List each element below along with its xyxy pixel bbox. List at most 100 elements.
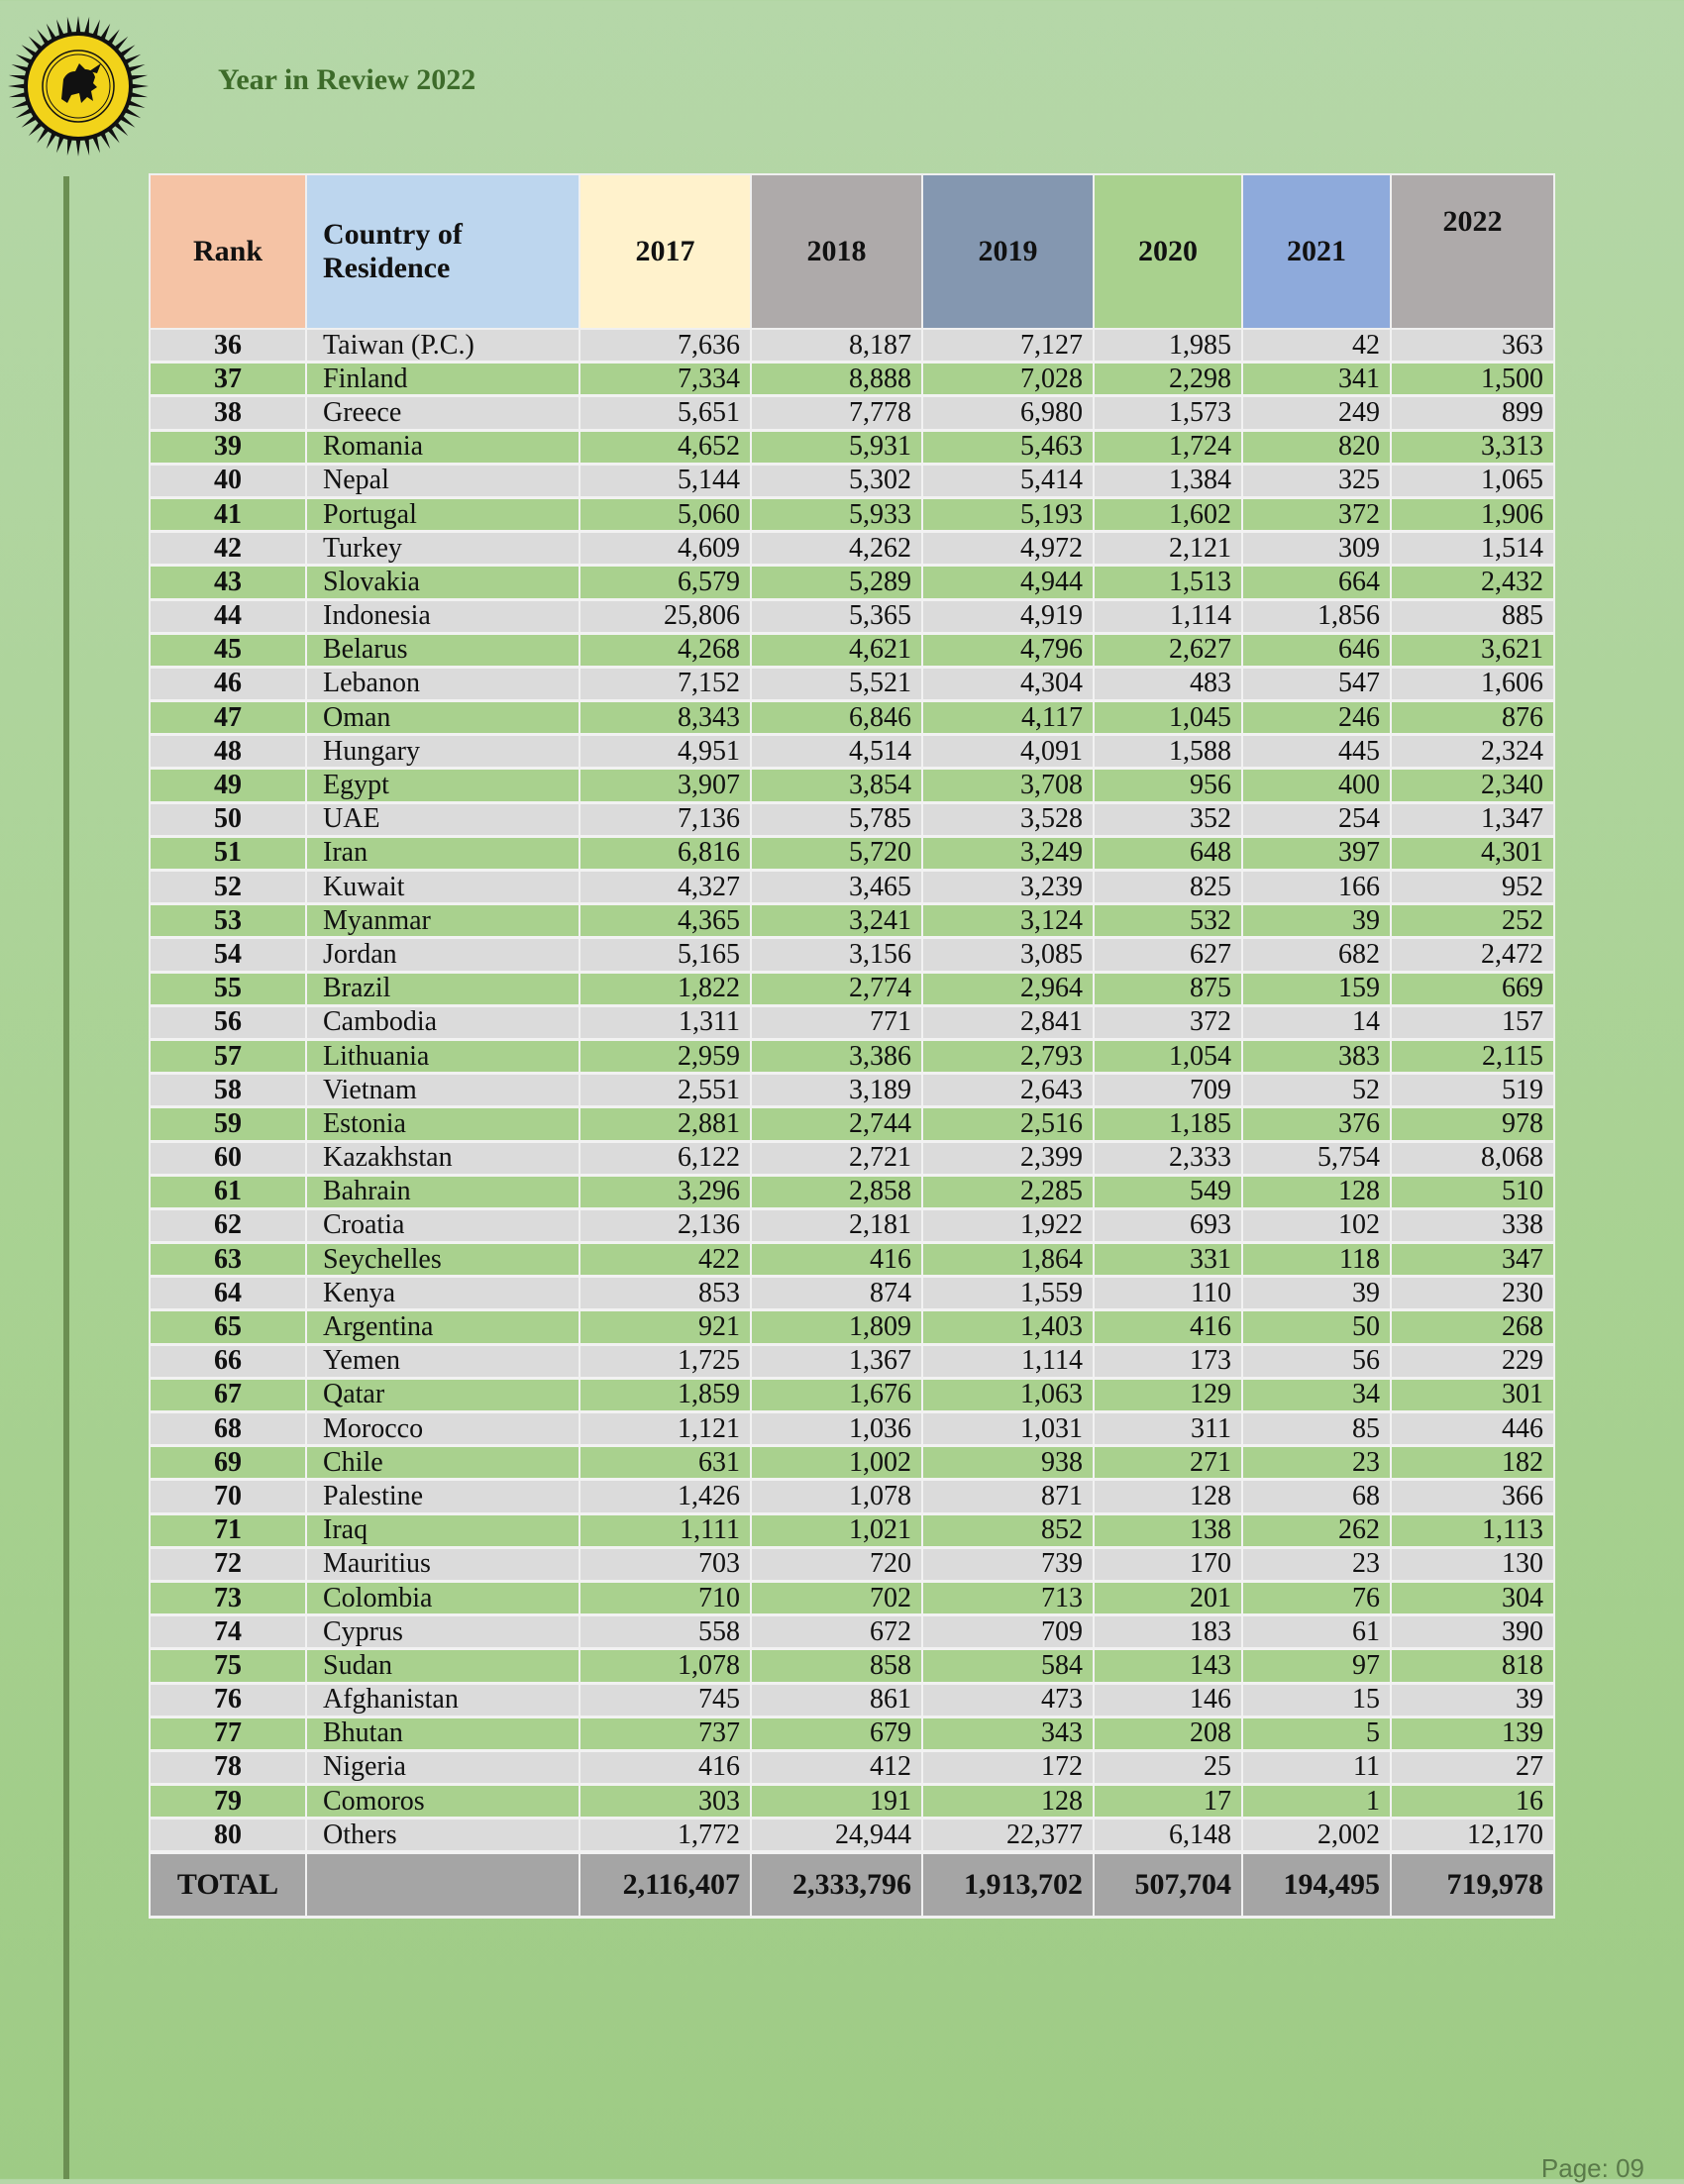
- table-cell-2021: 262: [1241, 1513, 1392, 1549]
- table-cell-2019: 1,922: [921, 1208, 1095, 1245]
- table-cell-2019: 3,239: [921, 870, 1095, 906]
- header-2018: 2018: [750, 173, 923, 330]
- table-cell-2021: 23: [1241, 1547, 1392, 1583]
- table-cell-rank: 59: [149, 1106, 307, 1143]
- table-cell-2022: 2,115: [1390, 1039, 1555, 1076]
- table-cell-2020: 128: [1093, 1479, 1243, 1515]
- table-cell-2019: 2,643: [921, 1073, 1095, 1109]
- table-cell-country: Bahrain: [305, 1175, 580, 1210]
- table-cell-2022: 268: [1390, 1309, 1555, 1346]
- table-row: 80 Others 1,772 24,944 22,377 6,148 2,002 12,17…: [149, 1818, 1555, 1854]
- table-cell-2021: 159: [1241, 972, 1392, 1007]
- table-cell-2018: 7,778: [750, 395, 923, 432]
- table-cell-country: Slovakia: [305, 565, 580, 601]
- table-cell-2018: 3,465: [750, 870, 923, 906]
- table-cell-2021: 664: [1241, 565, 1392, 601]
- table-row: 71 Iraq 1,111 1,021 852 138 262 1,113: [149, 1513, 1555, 1549]
- table-cell-2017: 2,881: [579, 1106, 752, 1143]
- table-cell-2022: 885: [1390, 599, 1555, 635]
- table-cell-2017: 4,365: [579, 903, 752, 940]
- table-cell-2021: 682: [1241, 937, 1392, 974]
- table-cell-2021: 34: [1241, 1378, 1392, 1414]
- table-cell-2019: 4,972: [921, 531, 1095, 568]
- table-cell-rank: 46: [149, 667, 307, 703]
- table-cell-rank: 69: [149, 1445, 307, 1482]
- table-row: 59 Estonia 2,881 2,744 2,516 1,185 376 978: [149, 1106, 1555, 1143]
- table-cell-2019: 2,516: [921, 1106, 1095, 1143]
- table-cell-2020: 372: [1093, 1005, 1243, 1041]
- table-cell-2018: 5,933: [750, 497, 923, 534]
- table-cell-2020: 2,298: [1093, 362, 1243, 398]
- table-cell-2022: 510: [1390, 1175, 1555, 1210]
- table-cell-2022: 3,621: [1390, 633, 1555, 669]
- table-cell-country: Comoros: [305, 1784, 580, 1820]
- table-cell-rank: 51: [149, 836, 307, 873]
- table-row: 72 Mauritius 703 720 739 170 23 130: [149, 1547, 1555, 1583]
- table-cell-2020: 173: [1093, 1344, 1243, 1380]
- table-cell-2022: 952: [1390, 870, 1555, 906]
- table-cell-2019: 1,114: [921, 1344, 1095, 1380]
- table-body: 36 Taiwan (P.C.) 7,636 8,187 7,127 1,985 42 363…: [149, 329, 1555, 1854]
- table-cell-2017: 1,311: [579, 1005, 752, 1041]
- table-cell-rank: 45: [149, 633, 307, 669]
- table-cell-2022: 366: [1390, 1479, 1555, 1515]
- table-cell-2018: 3,156: [750, 937, 923, 974]
- table-cell-2019: 4,796: [921, 633, 1095, 669]
- table-row: 42 Turkey 4,609 4,262 4,972 2,121 309 1,514: [149, 531, 1555, 568]
- table-cell-2018: 858: [750, 1648, 923, 1685]
- total-2018: 2,333,796: [750, 1850, 923, 1920]
- table-cell-2020: 183: [1093, 1614, 1243, 1651]
- table-cell-2020: 143: [1093, 1648, 1243, 1685]
- table-cell-country: Argentina: [305, 1309, 580, 1346]
- table-cell-2021: 50: [1241, 1309, 1392, 1346]
- table-cell-2021: 61: [1241, 1614, 1392, 1651]
- table-cell-2021: 400: [1241, 768, 1392, 804]
- table-cell-2017: 25,806: [579, 599, 752, 635]
- table-cell-2022: 2,432: [1390, 565, 1555, 601]
- table-cell-country: Mauritius: [305, 1547, 580, 1583]
- table-row: 69 Chile 631 1,002 938 271 23 182: [149, 1445, 1555, 1482]
- table-cell-2018: 5,289: [750, 565, 923, 601]
- table-cell-country: Nepal: [305, 464, 580, 499]
- table-cell-country: Qatar: [305, 1378, 580, 1414]
- table-cell-2019: 172: [921, 1750, 1095, 1787]
- table-cell-2020: 709: [1093, 1073, 1243, 1109]
- table-cell-rank: 66: [149, 1344, 307, 1380]
- table-cell-2018: 679: [750, 1716, 923, 1752]
- table-cell-2019: 4,919: [921, 599, 1095, 635]
- table-cell-2018: 24,944: [750, 1818, 923, 1854]
- table-cell-2017: 5,651: [579, 395, 752, 432]
- table-cell-2021: 445: [1241, 734, 1392, 771]
- table-cell-rank: 48: [149, 734, 307, 771]
- table-cell-2021: 397: [1241, 836, 1392, 873]
- table-row: 79 Comoros 303 191 128 17 1 16: [149, 1784, 1555, 1820]
- table-row: 57 Lithuania 2,959 3,386 2,793 1,054 383 2,115: [149, 1039, 1555, 1076]
- header-rank: Rank: [149, 173, 307, 330]
- table-cell-2022: 230: [1390, 1276, 1555, 1312]
- table-row: 63 Seychelles 422 416 1,864 331 118 347: [149, 1242, 1555, 1279]
- table-cell-rank: 43: [149, 565, 307, 601]
- table-cell-2017: 4,951: [579, 734, 752, 771]
- table-cell-2022: 1,906: [1390, 497, 1555, 534]
- table-cell-rank: 47: [149, 700, 307, 737]
- table-row: 49 Egypt 3,907 3,854 3,708 956 400 2,340: [149, 768, 1555, 804]
- table-cell-2021: 166: [1241, 870, 1392, 906]
- tourism-emblem-logo: [6, 14, 151, 158]
- table-cell-2017: 737: [579, 1716, 752, 1752]
- table-row: 60 Kazakhstan 6,122 2,721 2,399 2,333 5,754 8,0…: [149, 1141, 1555, 1177]
- table-cell-rank: 41: [149, 497, 307, 534]
- table-cell-2022: 2,340: [1390, 768, 1555, 804]
- table-cell-country: Greece: [305, 395, 580, 432]
- table-cell-2018: 2,744: [750, 1106, 923, 1143]
- table-row: 55 Brazil 1,822 2,774 2,964 875 159 669: [149, 972, 1555, 1007]
- table-cell-rank: 64: [149, 1276, 307, 1312]
- table-cell-2022: 390: [1390, 1614, 1555, 1651]
- table-cell-2022: 27: [1390, 1750, 1555, 1787]
- table-row: 61 Bahrain 3,296 2,858 2,285 549 128 510: [149, 1175, 1555, 1210]
- table-cell-rank: 68: [149, 1411, 307, 1448]
- table-cell-2020: 1,513: [1093, 565, 1243, 601]
- total-2021: 194,495: [1241, 1850, 1392, 1920]
- table-cell-country: UAE: [305, 802, 580, 838]
- header-2021: 2021: [1241, 173, 1392, 330]
- table-cell-2017: 6,579: [579, 565, 752, 601]
